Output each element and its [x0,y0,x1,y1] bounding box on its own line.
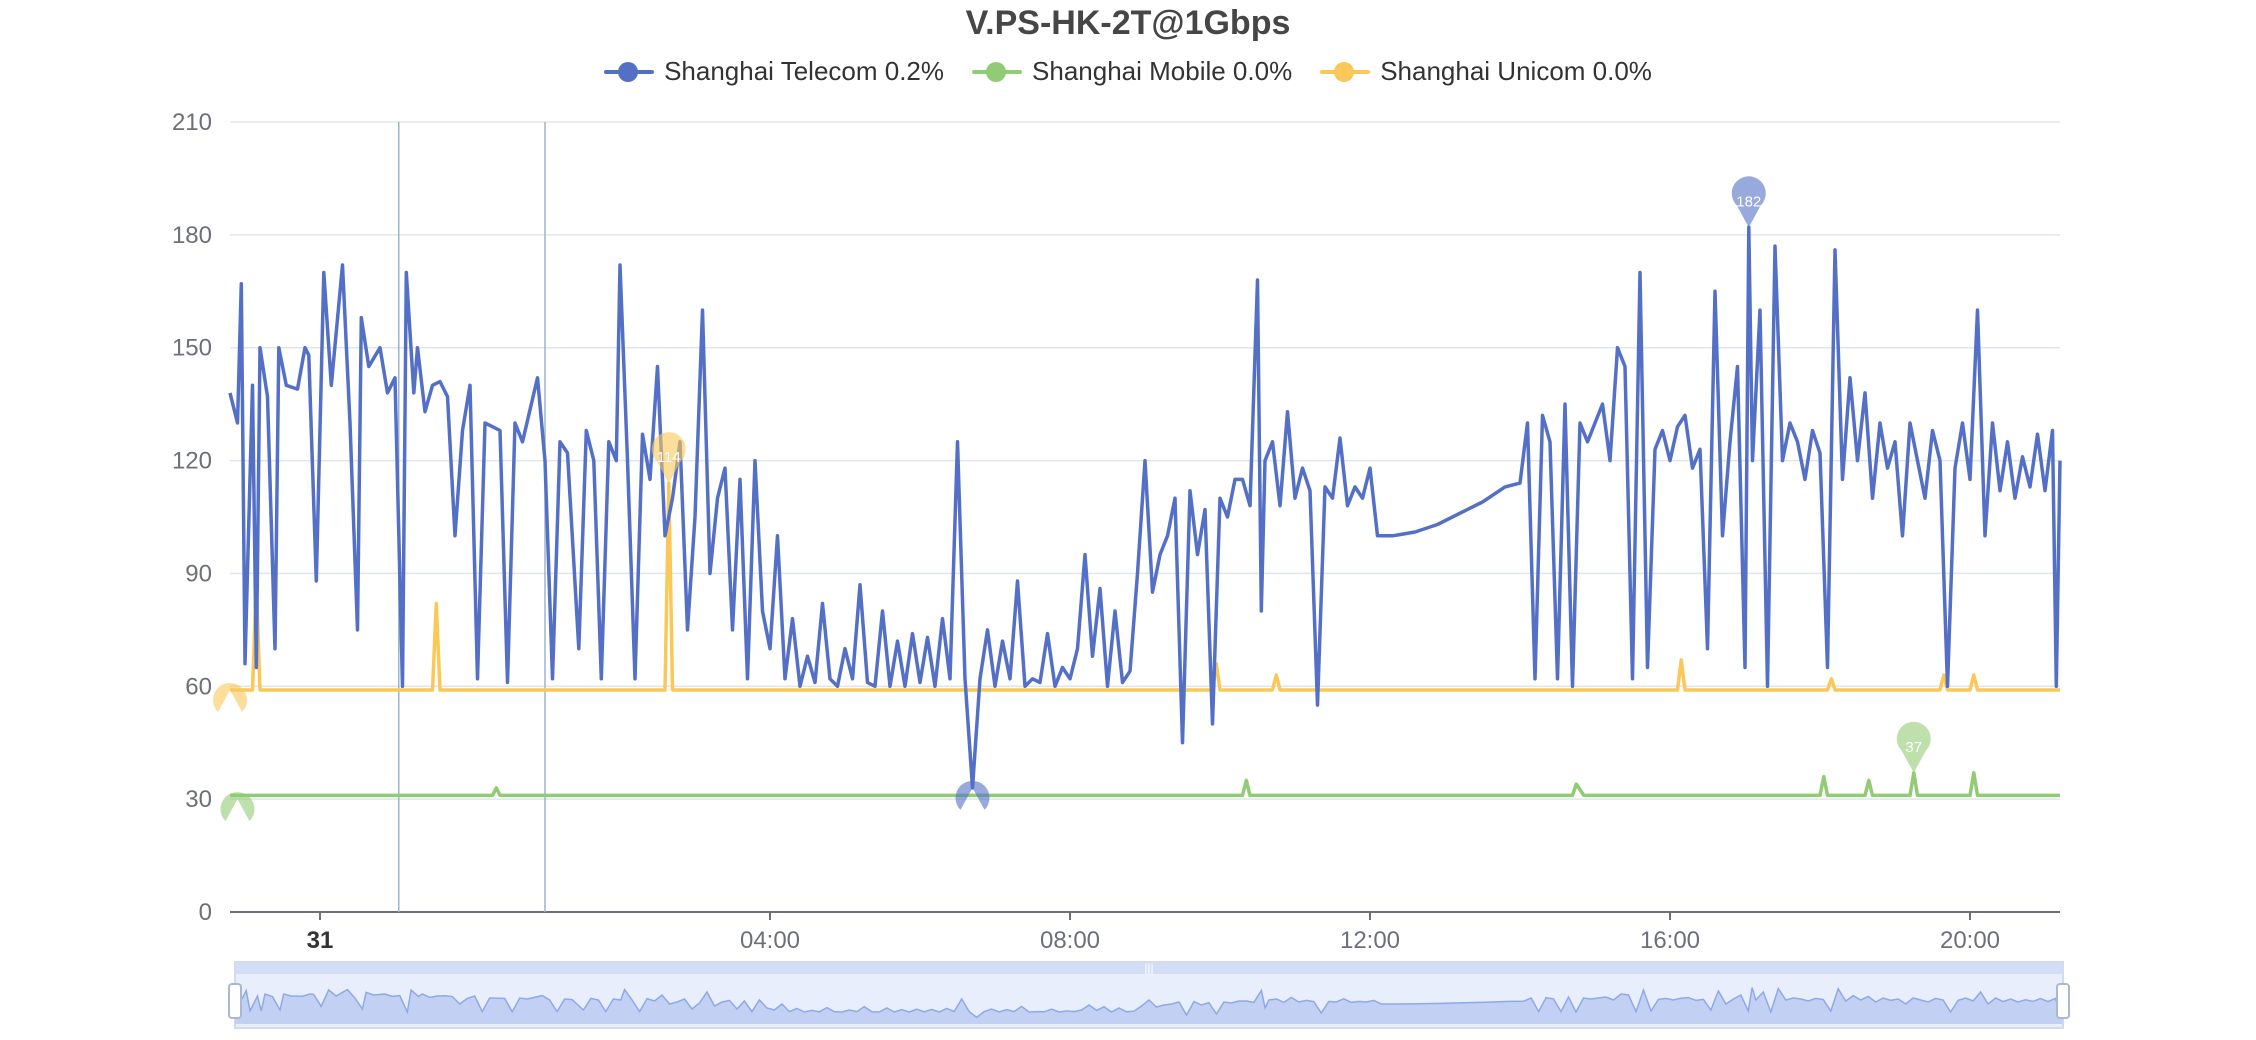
legend: Shanghai Telecom 0.2% Shanghai Mobile 0.… [0,56,2256,87]
marker-pin-shape [1896,721,1931,773]
x-tick-label: 16:00 [1640,927,1700,954]
zoom-preview-line [234,986,2064,1019]
zoom-drag-grip: ||| [1144,961,1153,975]
legend-telecom-label: Shanghai Telecom 0.2% [664,56,945,86]
chart-title: V.PS-HK-2T@1Gbps [965,4,1291,42]
marker-label: 59 [222,708,239,725]
marker-pin: 33 [955,780,990,823]
y-tick-label: 210 [172,109,212,136]
y-tick-label: 90 [185,560,212,587]
zoom-handle-left [228,983,242,1019]
legend-item-telecom[interactable]: Shanghai Telecom 0.2% [604,56,944,87]
marker-pin: 114 [651,432,686,484]
marker-pin-shape [1731,176,1766,228]
legend-mobile-icon [972,61,1023,82]
y-tick-label: 180 [172,222,212,249]
marker-pin: 182 [1731,176,1766,228]
marker-pin: 30 [220,792,255,834]
grid-layer [230,121,2060,913]
legend-mobile-label: Shanghai Mobile 0.0% [1032,56,1293,86]
marker-layer: 182 33 30 37 59 114 [212,176,1931,834]
y-tick-label: 60 [185,673,212,700]
x-tick-label: 04:00 [740,927,800,954]
marker-label: 30 [229,817,246,834]
marker-pin: 59 [212,683,247,725]
marker-pin: 37 [1896,721,1931,773]
series-line-1 [230,771,2060,798]
marker-label: 182 [1736,193,1761,210]
legend-telecom-icon [604,61,655,82]
x-tick-label: 12:00 [1340,927,1400,954]
data-zoom-slider[interactable]: ||| [228,961,2070,1029]
y-tick-label: 120 [172,448,212,475]
zoom-top-bar [235,962,2063,974]
marker-label: 37 [1905,739,1922,756]
marker-label: 114 [657,449,681,466]
zoom-handle-right [2056,983,2070,1019]
marker-pin-shape [955,780,990,810]
y-tick-label: 150 [172,335,212,362]
marker-label: 33 [964,806,981,823]
series-layer [228,225,2062,798]
axis-layer: 0 30 60 90 120 150 180 210 31 04:00 08:00 12:00 16:0… [172,109,2000,954]
x-tick-label: 31 [307,927,334,954]
legend-unicom-icon [1320,61,1371,82]
series-line-0 [228,225,2062,790]
x-tick-label: 08:00 [1040,927,1100,954]
legend-item-mobile[interactable]: Shanghai Mobile 0.0% [972,56,1292,87]
marker-pin-shape [651,432,686,484]
x-tick-label: 20:00 [1940,927,2000,954]
y-tick-label: 0 [199,899,212,926]
marker-pin-shape [220,792,255,822]
y-tick-label: 30 [185,786,212,813]
legend-item-unicom[interactable]: Shanghai Unicom 0.0% [1320,56,1652,87]
marker-pin-shape [212,683,247,713]
legend-unicom-label: Shanghai Unicom 0.0% [1380,56,1652,86]
series-line-2 [230,481,2060,692]
zoom-preview-area [235,987,2063,1024]
